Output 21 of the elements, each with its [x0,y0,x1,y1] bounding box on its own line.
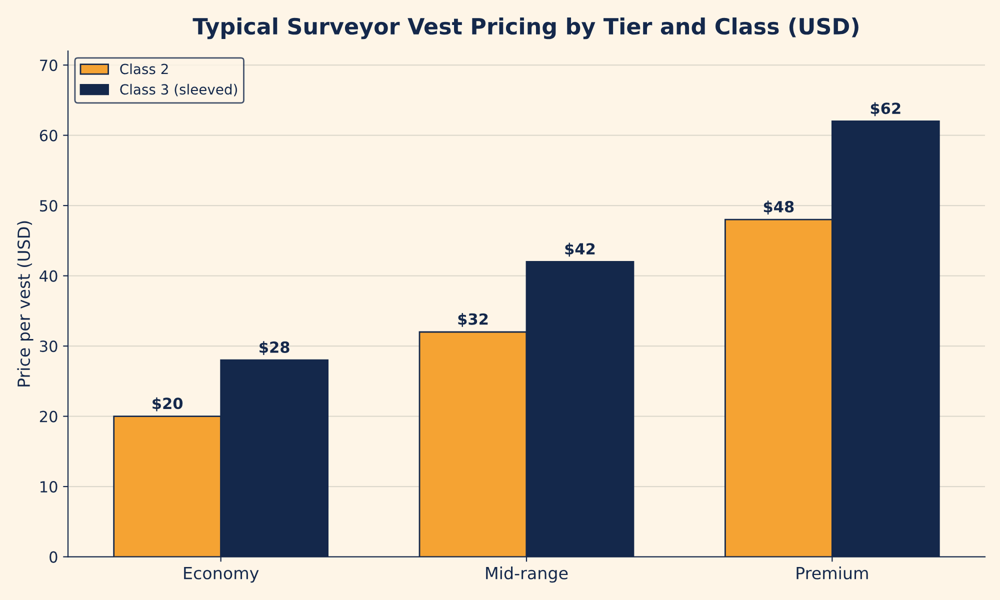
y-tick-label: 20 [40,410,58,422]
data-label: $32 [458,313,488,327]
data-label: $48 [764,200,794,214]
legend-label: Class 3 (sleeved) [120,84,238,96]
data-label: $28 [260,341,290,355]
y-tick-label: 40 [40,270,58,282]
x-tick-label: Economy [184,567,259,583]
y-tick-label: 30 [40,340,58,352]
y-tick-label: 60 [40,130,58,142]
data-label: $42 [565,242,595,257]
data-label: $62 [870,102,900,116]
y-tick-label: 50 [40,200,58,212]
x-tick-label: Premium [796,566,868,580]
y-tick-label: 70 [40,60,58,72]
x-tick-label: Mid-range [486,566,568,583]
y-tick-label: 0 [50,551,58,563]
y-axis-title: Price per vest (USD) [17,221,34,386]
chart-title: Typical Surveyor Vest Pricing by Tier and Class (USD) [192,17,858,40]
legend-label: Class 2 [120,64,168,74]
y-tick-label: 10 [40,481,58,493]
data-label: $20 [152,397,183,412]
